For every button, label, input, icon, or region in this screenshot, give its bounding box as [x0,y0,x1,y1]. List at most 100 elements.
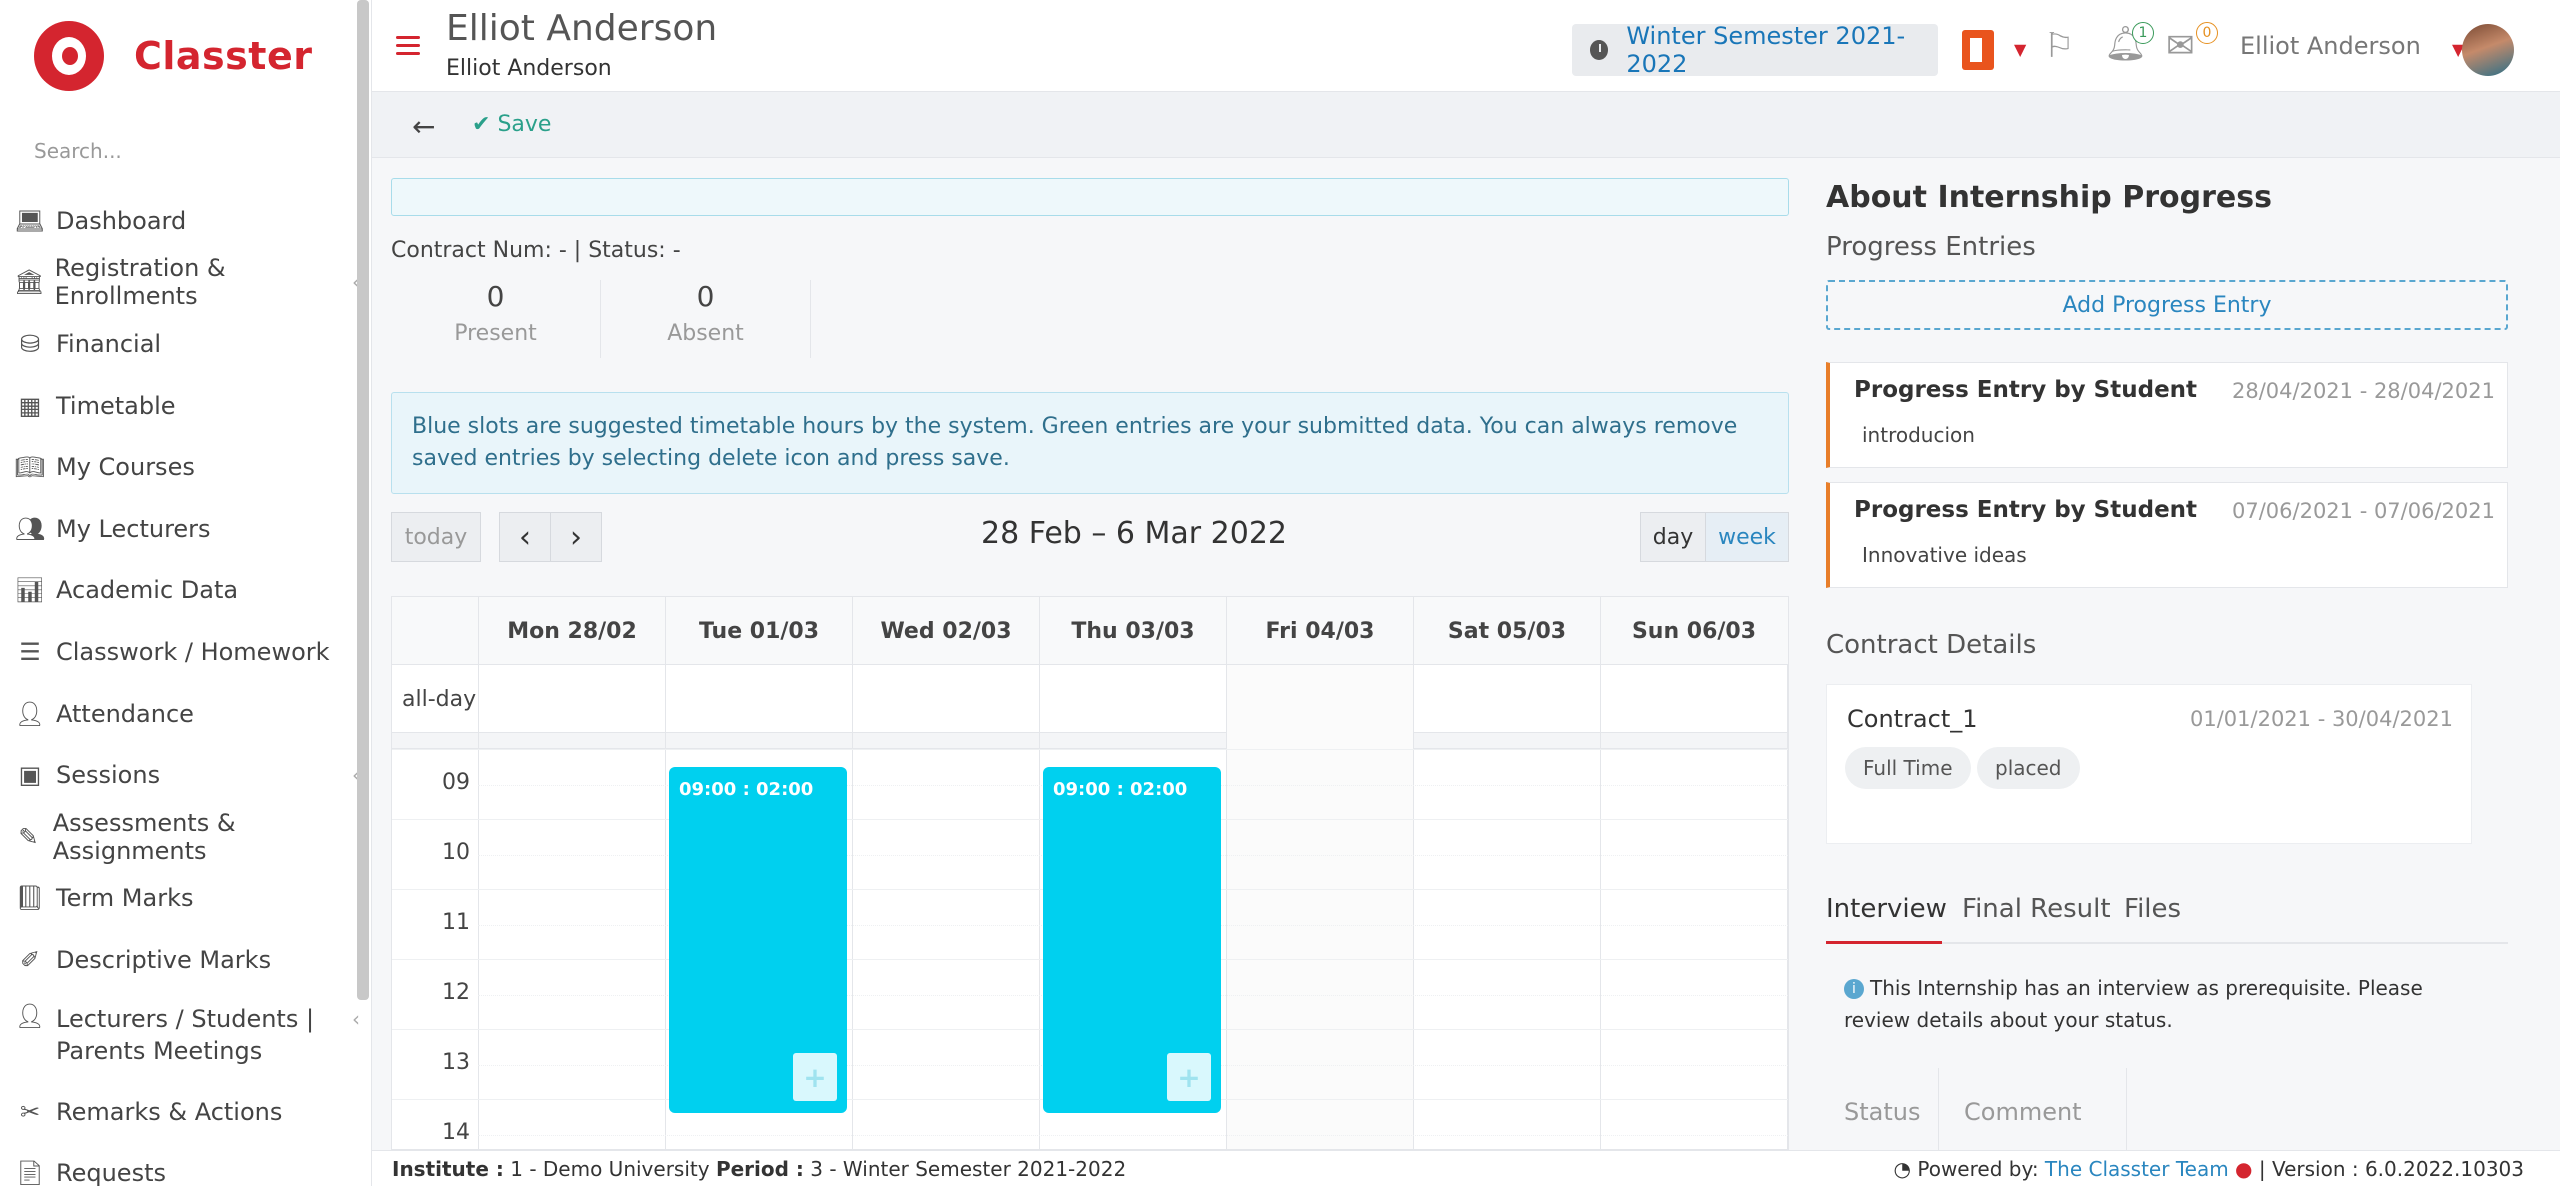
progress-entry[interactable]: Progress Entry by Student 28/04/2021 - 2… [1826,362,2508,468]
tab-final-result[interactable]: Final Result [1962,894,2111,924]
calendar-column-line [1039,665,1040,1149]
check-icon: ✔ [472,112,491,137]
calendar-day-header: Thu 03/03 [1039,597,1226,665]
progress-entry[interactable]: Progress Entry by Student 07/06/2021 - 0… [1826,482,2508,588]
calendar-day-header: Fri 04/03 [1226,597,1413,665]
period-label: Period : [715,1157,804,1181]
entry-dates: 07/06/2021 - 07/06/2021 [2231,499,2495,523]
calendar-column-line [1226,665,1227,1149]
week-view-button[interactable]: week [1705,512,1789,562]
sidebar-item[interactable]: ▣ Sessions ‹ [0,744,362,806]
avatar[interactable] [2462,24,2514,76]
messages-badge: 0 [2196,22,2218,44]
sidebar-item[interactable]: ✂ Remarks & Actions [0,1081,362,1143]
sidebar-item-label: Sessions [56,761,161,790]
classter-logo-icon [34,21,104,91]
sidebar-item[interactable]: ✐ Descriptive Marks [0,929,362,991]
sidebar-item-label: Classwork / Homework [56,637,330,666]
entry-dates: 28/04/2021 - 28/04/2021 [2231,379,2495,403]
sidebar-item-label: Financial [56,329,162,358]
calendar-day-headers: Mon 28/02 Tue 01/03 Wed 02/03 Thu 03/03 Fri … [392,597,1788,665]
users-icon: 👥︎ [14,514,46,543]
calendar-column-line [1787,665,1788,1149]
sidebar-item[interactable]: 💻︎ Dashboard [0,190,362,252]
flag-icon[interactable]: ⚐ [2044,26,2075,66]
sidebar-item[interactable]: ⛁ Financial [0,313,362,375]
calendar-day-header: Mon 28/02 [478,597,665,665]
semester-selector[interactable]: Winter Semester 2021-2022 [1572,22,1938,78]
user-caret-icon[interactable]: ▼ [2452,40,2465,59]
comment-header: Comment [1964,1098,2082,1126]
sidebar-item[interactable]: 👤︎ Lecturers / Students | Parents Meeting… [0,991,362,1081]
hour-label: 13 [442,1050,470,1075]
chevron-left-icon[interactable]: ‹ [352,763,360,788]
panel-title: About Internship Progress [1826,180,2272,215]
info-icon: i [1844,979,1864,999]
sidebar-item[interactable]: ✎ Assessments & Assignments [0,806,362,868]
period-value: 3 - Winter Semester 2021-2022 [803,1157,1127,1181]
attendance-stats: 0 Present 0 Absent [391,280,811,358]
sidebar-item[interactable]: ☰ Classwork / Homework [0,621,362,683]
powered-prefix: Powered by: [1917,1157,2045,1181]
tab-files[interactable]: Files [2124,894,2182,924]
sidebar-item-label: Descriptive Marks [56,945,272,974]
office-icon[interactable] [1962,30,1994,70]
add-progress-entry-button[interactable]: Add Progress Entry [1826,280,2508,330]
hamburger-menu-icon[interactable] [396,36,420,56]
chevron-left-icon[interactable]: ‹ [352,270,360,295]
calendar-column-line [1413,665,1414,1149]
calendar-column-line [852,665,853,1149]
week-calendar: Mon 28/02 Tue 01/03 Wed 02/03 Thu 03/03 Fri … [391,596,1789,1150]
today-button[interactable]: today [391,512,481,562]
sidebar-item[interactable]: 👤︎ Attendance [0,683,362,745]
next-week-button[interactable]: › [550,512,602,562]
save-button[interactable]: ✔ Save [472,112,551,137]
caret-down-icon[interactable]: ▼ [2014,40,2027,59]
info-message: Blue slots are suggested timetable hours… [391,392,1789,494]
sidebar-item-label: Attendance [56,699,194,728]
tab-interview[interactable]: Interview [1826,894,1947,944]
contract-tag: placed [1977,747,2080,789]
main-content: Contract Num: - | Status: - 0 Present 0 … [372,158,1789,1150]
brand-logo[interactable]: Classter [34,14,312,98]
sidebar-item[interactable]: ▦ Timetable [0,375,362,437]
sidebar-item[interactable]: 👥︎ My Lecturers [0,498,362,560]
sidebar-scrollbar[interactable] [357,0,369,1000]
contract-card[interactable]: Contract_1 01/01/2021 - 30/04/2021 Full … [1826,684,2472,844]
calendar-divider [392,733,1788,749]
page-subtitle: Elliot Anderson [446,56,612,81]
add-slot-icon[interactable]: + [793,1053,837,1101]
add-slot-icon[interactable]: + [1167,1053,1211,1101]
sidebar: Classter 💻︎ Dashboard 🏛︎ Registration & Enr… [0,0,372,1186]
day-view-button[interactable]: day [1640,512,1706,562]
back-arrow-icon[interactable]: ← [412,110,436,143]
mail-icon[interactable]: ✉ [2166,26,2195,66]
contract-name: Contract_1 [1847,705,1978,733]
version-text: | Version : 6.0.2022.10303 [2252,1157,2524,1181]
pen-icon: ✐ [19,945,41,974]
sidebar-item[interactable]: 📖︎ My Courses [0,436,362,498]
search-input[interactable] [34,134,334,168]
prev-week-button[interactable]: ‹ [499,512,551,562]
sidebar-item[interactable]: 📕︎ Term Marks [0,868,362,930]
user-menu-name[interactable]: Elliot Anderson [2240,32,2421,60]
hour-label: 09 [442,770,470,795]
absent-count: 0 [696,280,715,313]
slot-time: 09:00 : 02:00 [679,779,814,800]
suggested-timetable-slot[interactable]: 09:00 : 02:00 + [1043,767,1221,1113]
contract-dates: 01/01/2021 - 30/04/2021 [2189,707,2453,731]
hour-label: 12 [442,980,470,1005]
chevron-left-icon[interactable]: ‹ [352,1006,360,1031]
suggested-timetable-slot[interactable]: 09:00 : 02:00 + [669,767,847,1113]
calendar-day-header: Wed 02/03 [852,597,1039,665]
laptop-icon: 💻︎ [14,206,46,235]
sidebar-item[interactable]: 🏛︎ Registration & Enrollments ‹ [0,252,362,314]
sidebar-item-label: Dashboard [56,206,187,235]
bank-icon: 🏛︎ [14,268,45,297]
sidebar-item[interactable]: 📊︎ Academic Data [0,560,362,622]
sidebar-item[interactable]: 📄︎ Requests [0,1142,362,1186]
page-title: Elliot Anderson [446,8,718,49]
classter-team-link[interactable]: The Classter Team [2044,1157,2229,1181]
book-icon: 📖︎ [14,453,46,482]
entry-title: Progress Entry by Student [1854,497,2198,523]
